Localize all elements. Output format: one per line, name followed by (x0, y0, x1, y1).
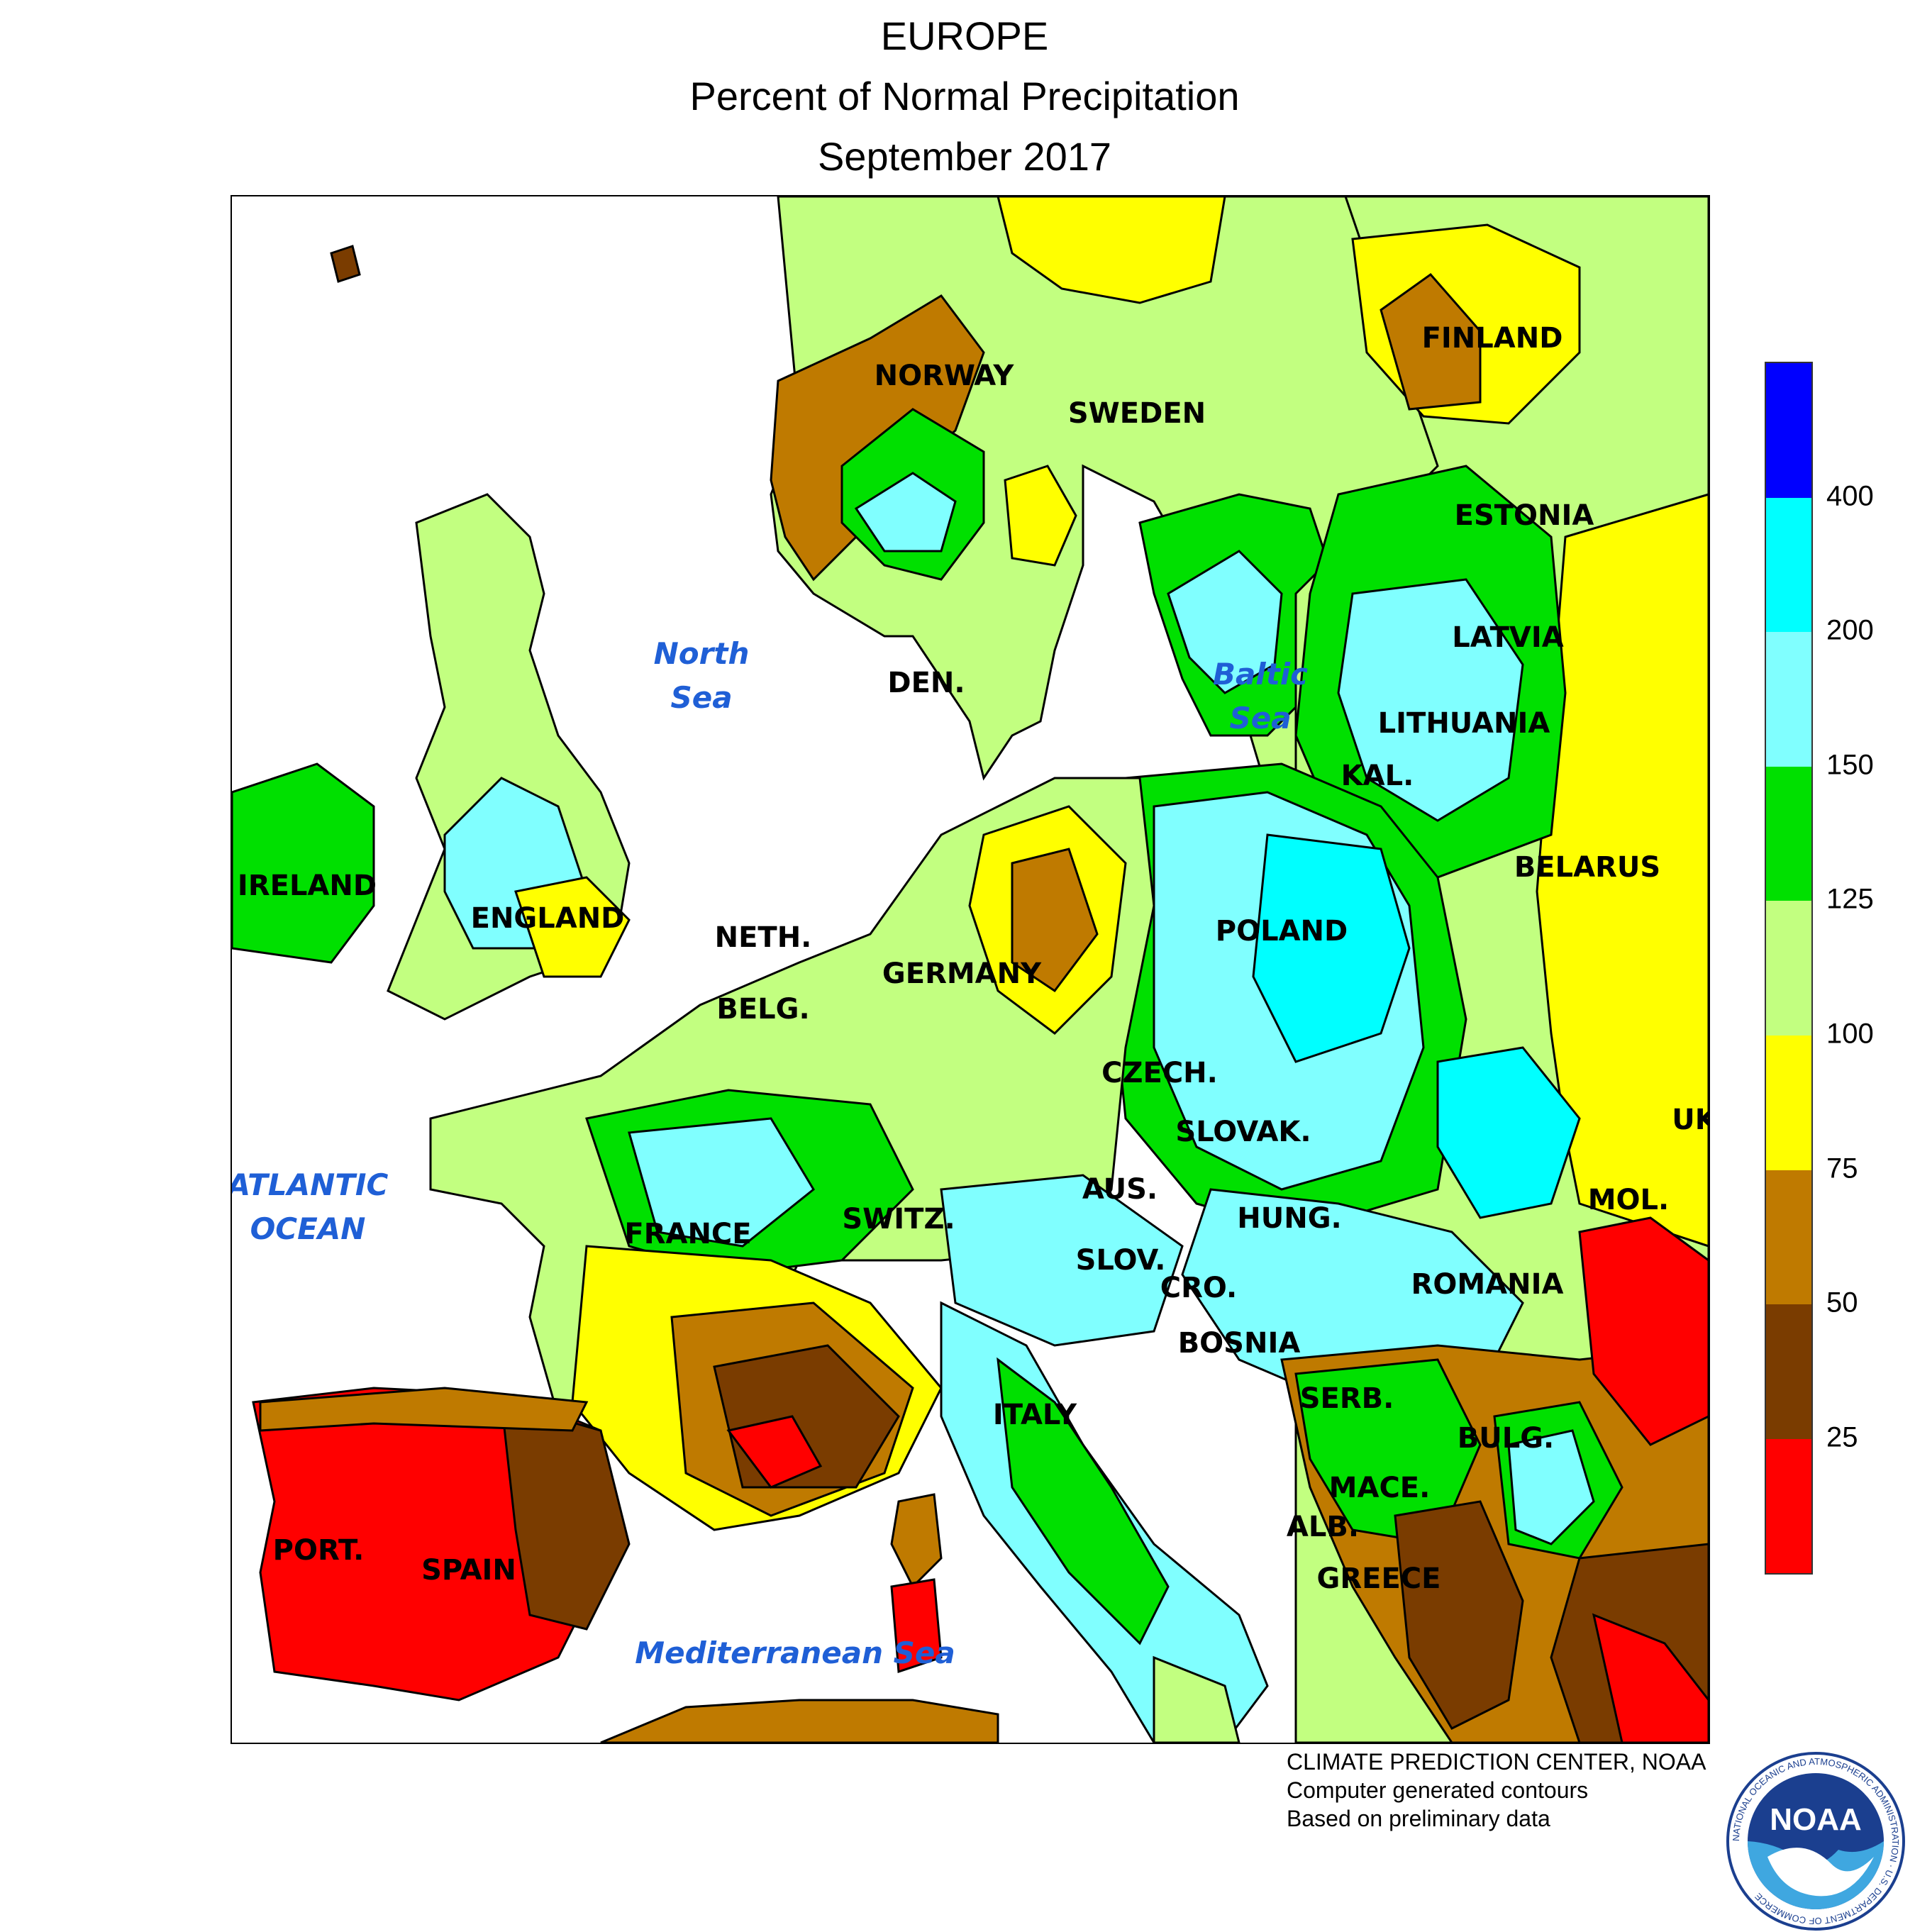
zone-bulgaria-very-wet (1507, 1429, 1595, 1545)
zone-moldova-red (1578, 1216, 1709, 1446)
legend-swatch-200-400 (1766, 498, 1811, 632)
zone-sweden-north-dry (997, 196, 1226, 304)
label-slov: SLOV. (1075, 1244, 1166, 1277)
label-serb: SERB. (1299, 1382, 1394, 1415)
noaa-logo-text: NOAA (1770, 1802, 1862, 1837)
label-latvia: LATVIA (1452, 621, 1564, 654)
label-belarus: BELARUS (1514, 851, 1661, 884)
label-bosnia: BOSNIA (1177, 1327, 1301, 1360)
zone-sweden-dry-spot (1004, 465, 1077, 567)
credit-method: Computer generated contours (1287, 1777, 1589, 1803)
label-bulg: BULG. (1457, 1422, 1555, 1455)
label-lithuania: LITHUANIA (1377, 707, 1550, 740)
zone-turkey-red (1592, 1613, 1709, 1743)
label-slovak: SLOVAK. (1175, 1116, 1311, 1148)
label-aus: AUS. (1082, 1173, 1158, 1206)
label-baltic-sea: Baltic Sea (1212, 657, 1309, 735)
legend-swatch-50-75 (1766, 1170, 1811, 1304)
title-region: EUROPE (880, 13, 1049, 58)
legend-swatch-150-200 (1766, 632, 1811, 767)
legend-tick-150: 150 (1826, 749, 1874, 781)
label-neth: NETH. (714, 921, 812, 954)
zone-spain-east-dry (500, 1400, 631, 1631)
label-port: PORT. (272, 1534, 365, 1567)
title-date: September 2017 (817, 134, 1112, 179)
zone-baltics-very-wet (1337, 578, 1524, 822)
label-greece: GREECE (1316, 1562, 1441, 1595)
legend-swatch-0-25 (1766, 1439, 1811, 1573)
credit-data-note: Based on preliminary data (1287, 1806, 1550, 1831)
credit-source: CLIMATE PREDICTION CENTER, NOAA (1287, 1749, 1706, 1775)
label-norway: NORWAY (874, 360, 1014, 392)
zone-ukraine-dry (1536, 493, 1709, 1248)
legend-tick-50: 50 (1826, 1287, 1858, 1318)
label-sweden: SWEDEN (1067, 397, 1206, 430)
precipitation-map: NORWAY SWEDEN FINLAND ESTONIA LATVIA LIT… (231, 195, 1710, 1744)
label-alb: ALB. (1286, 1511, 1360, 1543)
land-ireland (232, 762, 375, 964)
label-atlantic-ocean: ATLANTIC OCEAN (231, 1167, 389, 1246)
legend-swatch-25-50 (1766, 1304, 1811, 1439)
zone-greece-very-dry (1394, 1500, 1524, 1730)
zone-norway-very-wet (854, 472, 957, 553)
legend-swatch-75-100 (1766, 1036, 1811, 1170)
land-corsica (890, 1493, 943, 1589)
label-england: ENGLAND (470, 902, 625, 935)
label-hung: HUNG. (1237, 1202, 1342, 1235)
label-switz: SWITZ. (842, 1203, 955, 1236)
label-finland: FINLAND (1421, 322, 1563, 355)
legend-tick-125: 125 (1826, 883, 1874, 915)
label-czech: CZECH. (1101, 1057, 1218, 1089)
label-mace: MACE. (1328, 1472, 1431, 1504)
label-poland: POLAND (1215, 915, 1348, 948)
noaa-logo: NOAA NATIONAL OCEANIC AND ATMOSPHERIC AD… (1726, 1752, 1905, 1931)
zone-france-very-wet (628, 1117, 815, 1248)
zone-north-spain-dry (259, 1387, 589, 1432)
legend-swatch-100-125 (1766, 901, 1811, 1036)
label-uk: UK (1672, 1104, 1709, 1136)
label-north-sea: North Sea (653, 636, 750, 715)
legend-swatch-125-150 (1766, 767, 1811, 901)
zone-italy-wet (997, 1357, 1170, 1645)
label-germany: GERMANY (882, 957, 1042, 990)
label-mol: MOL. (1587, 1184, 1670, 1216)
label-spain: SPAIN (421, 1554, 516, 1587)
land-north-africa (600, 1699, 999, 1743)
legend-swatch-over-400 (1766, 363, 1811, 498)
label-ireland: IRELAND (237, 870, 377, 902)
label-cro: CRO. (1160, 1272, 1238, 1304)
label-romania: ROMANIA (1411, 1268, 1564, 1301)
legend-tick-75: 75 (1826, 1153, 1858, 1184)
zone-alps-very-wet (940, 1174, 1184, 1347)
legend-tick-25: 25 (1826, 1421, 1858, 1453)
legend-colorbar (1765, 362, 1813, 1575)
land-iceland-faroe (330, 245, 361, 283)
label-mediterranean-sea: Mediterranean Sea (635, 1636, 955, 1670)
map-canvas (232, 196, 1709, 1743)
label-france: FRANCE (624, 1218, 752, 1250)
title-main: Percent of Normal Precipitation (689, 74, 1240, 118)
label-kal: KAL. (1340, 760, 1414, 792)
zone-belarus-extreme-wet (1436, 1046, 1581, 1219)
legend-tick-400: 400 (1826, 480, 1874, 512)
label-belg: BELG. (716, 993, 810, 1026)
zone-italy-south-dry (1153, 1655, 1240, 1743)
label-den: DEN. (887, 667, 965, 699)
zone-sweden-very-wet (1167, 550, 1283, 694)
label-italy: ITALY (992, 1399, 1077, 1431)
label-estonia: ESTONIA (1454, 499, 1594, 532)
zone-poland-extreme-wet (1252, 833, 1411, 1063)
zone-england-dry (514, 876, 631, 978)
zone-germany-very-dry (1011, 848, 1099, 993)
land-sardinia (890, 1578, 943, 1674)
zone-finland-very-dry (1380, 272, 1482, 411)
legend-tick-200: 200 (1826, 614, 1874, 646)
legend-tick-100: 100 (1826, 1018, 1874, 1050)
zone-provence-red (726, 1415, 823, 1489)
